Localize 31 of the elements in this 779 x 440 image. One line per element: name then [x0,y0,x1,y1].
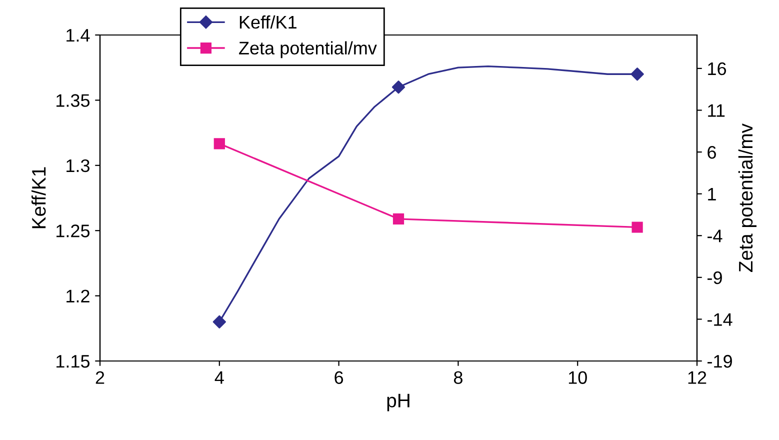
x-tick-label: 6 [334,371,344,384]
y2-axis-title: Zeta potential/mv [738,123,756,272]
x-tick-label: 10 [568,371,587,384]
y-tick-label: 1.35 [56,94,90,107]
y2-tick-label: 11 [708,104,725,117]
y2-tick-label: 6 [708,146,716,159]
x-tick-label: 8 [454,371,462,384]
x-tick-label: 4 [214,371,224,384]
y-tick-label: 1.4 [66,29,90,42]
y2-tick-label: 16 [708,62,726,76]
legend-label: Zeta potential/mv [239,41,377,58]
point [392,213,404,224]
y-tick-label: 1.3 [66,159,90,172]
y-tick-label: 1.2 [66,290,90,302]
x-axis-title: pH [387,394,410,412]
x-tick-label: 2 [96,371,104,384]
point [632,222,643,233]
legend-label: Keff/K1 [240,15,296,29]
y2-tick-label: -19 [708,354,732,368]
y-tick-label: 1.25 [56,224,90,238]
point [214,138,225,150]
y2-tick-label: -4 [708,230,722,242]
point [212,315,226,328]
y2-tick-label: -9 [708,271,722,284]
x-tick-label: 12 [688,371,706,384]
point [630,68,644,81]
y2-tick-label: 1 [708,188,716,200]
y2-tick-label: -14 [708,313,732,326]
point [392,80,406,94]
y-tick-label: 1.15 [56,355,90,368]
y-axis-title: Keff/K1 [31,167,46,228]
